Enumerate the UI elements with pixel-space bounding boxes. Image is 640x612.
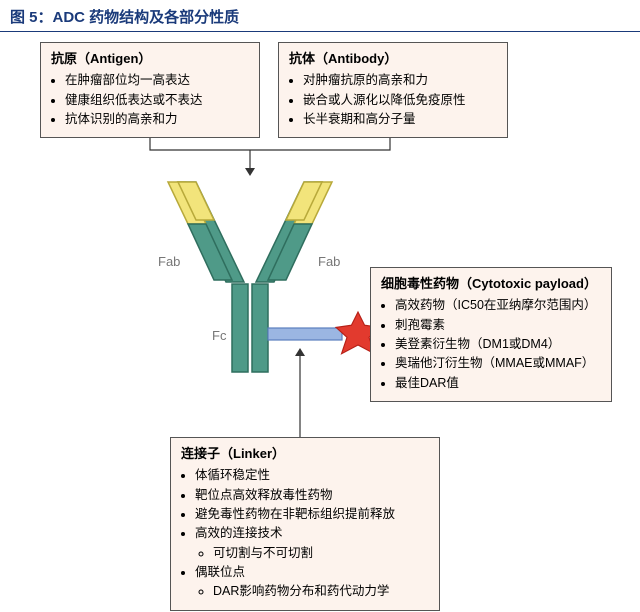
list-item: 避免毒性药物在非靶标组织提前释放 <box>195 505 429 524</box>
list-item: 奥瑞他汀衍生物（MMAE或MMAF） <box>395 354 601 373</box>
diagram-canvas: Fab Fab Fc 抗原（Antigen） 在肿瘤部位均一高表达 健康组织低表… <box>0 32 640 612</box>
payload-title: 细胞毒性药物（Cytotoxic payload） <box>381 274 601 294</box>
linker-list: 体循环稳定性 靶位点高效释放毒性药物 避免毒性药物在非靶标组织提前释放 高效的连… <box>181 466 429 602</box>
list-item: 偶联位点 DAR影响药物分布和药代动力学 <box>195 563 429 602</box>
list-item: 抗体识别的高亲和力 <box>65 110 249 129</box>
antibody-title: 抗体（Antibody） <box>289 49 497 69</box>
linker-box: 连接子（Linker） 体循环稳定性 靶位点高效释放毒性药物 避免毒性药物在非靶… <box>170 437 440 611</box>
list-item: 对肿瘤抗原的高亲和力 <box>303 71 497 90</box>
list-item: 体循环稳定性 <box>195 466 429 485</box>
payload-list: 高效药物（IC50在亚纳摩尔范围内） 刺孢霉素 美登素衍生物（DM1或DM4） … <box>381 296 601 393</box>
list-item: 刺孢霉素 <box>395 316 601 335</box>
antibody-box: 抗体（Antibody） 对肿瘤抗原的高亲和力 嵌合或人源化以降低免疫原性 长半… <box>278 42 508 138</box>
list-item: 健康组织低表达或不表达 <box>65 91 249 110</box>
list-item: 高效药物（IC50在亚纳摩尔范围内） <box>395 296 601 315</box>
list-item: 靶位点高效释放毒性药物 <box>195 486 429 505</box>
antigen-title: 抗原（Antigen） <box>51 49 249 69</box>
fc-label: Fc <box>212 328 226 343</box>
linker-title: 连接子（Linker） <box>181 444 429 464</box>
antibody-list: 对肿瘤抗原的高亲和力 嵌合或人源化以降低免疫原性 长半衰期和高分子量 <box>289 71 497 129</box>
payload-box: 细胞毒性药物（Cytotoxic payload） 高效药物（IC50在亚纳摩尔… <box>370 267 612 402</box>
fab-label-left: Fab <box>158 254 180 269</box>
fab-label-right: Fab <box>318 254 340 269</box>
list-item: 长半衰期和高分子量 <box>303 110 497 129</box>
list-item: 最佳DAR值 <box>395 374 601 393</box>
list-item: 高效的连接技术 可切割与不可切割 <box>195 524 429 563</box>
list-subitem: 可切割与不可切割 <box>213 544 429 563</box>
list-item: 嵌合或人源化以降低免疫原性 <box>303 91 497 110</box>
antigen-box: 抗原（Antigen） 在肿瘤部位均一高表达 健康组织低表达或不表达 抗体识别的… <box>40 42 260 138</box>
antigen-list: 在肿瘤部位均一高表达 健康组织低表达或不表达 抗体识别的高亲和力 <box>51 71 249 129</box>
figure-title: 图 5：ADC 药物结构及各部分性质 <box>0 0 640 32</box>
list-item: 美登素衍生物（DM1或DM4） <box>395 335 601 354</box>
list-subitem: DAR影响药物分布和药代动力学 <box>213 582 429 601</box>
list-item: 在肿瘤部位均一高表达 <box>65 71 249 90</box>
